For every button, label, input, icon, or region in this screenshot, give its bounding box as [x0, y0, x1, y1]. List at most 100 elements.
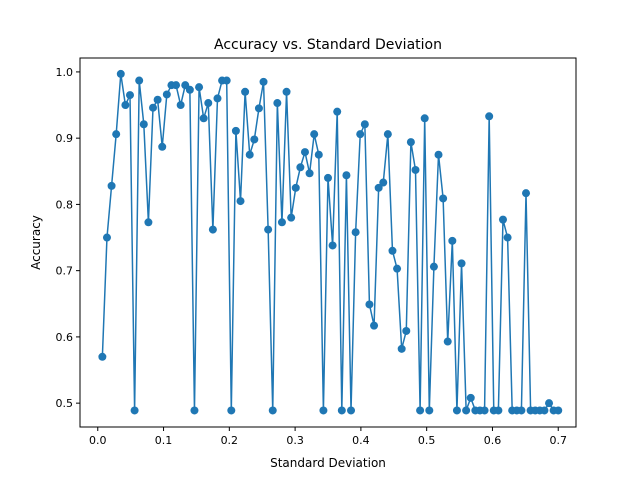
data-point [342, 171, 351, 180]
x-axis-label: Standard Deviation [270, 456, 386, 470]
data-point [195, 83, 204, 92]
data-point [397, 344, 406, 353]
data-point [434, 150, 443, 159]
data-point [416, 406, 425, 415]
x-tick-label: 0.6 [484, 434, 502, 447]
plot-area [98, 69, 563, 415]
y-tick-label: 1.0 [56, 66, 74, 79]
data-point [204, 99, 213, 108]
data-point [319, 406, 328, 415]
data-point [310, 130, 319, 139]
data-point [485, 112, 494, 121]
data-point [517, 406, 526, 415]
data-point [130, 406, 139, 415]
data-point [296, 163, 305, 172]
data-point [406, 138, 415, 147]
data-point [213, 94, 222, 103]
data-point [356, 130, 365, 139]
data-point [374, 183, 383, 192]
series-line [101, 73, 559, 412]
data-point [328, 241, 337, 250]
x-tick-label: 0.3 [286, 434, 304, 447]
data-point [494, 406, 503, 415]
data-point [135, 76, 144, 85]
data-point [370, 321, 379, 330]
data-point [429, 262, 438, 271]
data-point [144, 218, 153, 227]
data-point [443, 337, 452, 346]
data-point [149, 103, 158, 112]
data-point [545, 399, 554, 408]
data-point [116, 69, 125, 78]
data-point [347, 406, 356, 415]
data-point [227, 406, 236, 415]
data-point [379, 178, 388, 187]
data-point [457, 259, 466, 268]
data-point [388, 246, 397, 255]
data-point [291, 183, 300, 192]
data-point [125, 91, 134, 100]
data-point [273, 99, 282, 108]
data-point [112, 130, 121, 139]
data-point [245, 150, 254, 159]
data-point [393, 264, 402, 273]
data-point [287, 213, 296, 222]
data-point [172, 81, 181, 90]
data-point [402, 326, 411, 335]
data-point [383, 130, 392, 139]
x-tick-label: 0.5 [418, 434, 436, 447]
data-point [452, 406, 461, 415]
data-point [102, 233, 111, 242]
x-tick-label: 0.0 [89, 434, 107, 447]
data-point [540, 406, 549, 415]
data-point [121, 101, 130, 110]
data-point [277, 218, 286, 227]
data-point [259, 77, 268, 86]
data-point [282, 87, 291, 96]
y-axis: 0.5 0.6 0.7 0.8 0.9 1.0 [56, 66, 80, 410]
data-point [231, 126, 240, 135]
x-tick-label: 0.2 [221, 434, 239, 447]
data-point [337, 406, 346, 415]
data-point [425, 406, 434, 415]
x-tick-label: 0.1 [155, 434, 173, 447]
data-point [268, 406, 277, 415]
data-point [324, 173, 332, 182]
data-point [254, 104, 263, 113]
data-point [498, 215, 507, 224]
data-point [98, 352, 107, 361]
data-point [351, 228, 360, 237]
y-axis-label: Accuracy [29, 215, 43, 270]
y-tick-label: 0.9 [56, 132, 74, 145]
data-point [264, 225, 273, 234]
data-point [158, 142, 167, 151]
data-point [300, 148, 309, 157]
chart-title: Accuracy vs. Standard Deviation [214, 37, 442, 53]
data-point [333, 107, 342, 116]
data-point [199, 114, 208, 123]
y-tick-label: 0.8 [56, 198, 74, 211]
data-point [176, 101, 185, 110]
data-point [365, 300, 374, 309]
y-tick-label: 0.5 [56, 397, 74, 410]
data-point [222, 76, 231, 85]
data-point [208, 225, 217, 234]
data-point [314, 150, 323, 159]
data-point [503, 233, 512, 242]
data-point [305, 169, 314, 178]
data-point [448, 236, 457, 245]
y-tick-label: 0.6 [56, 331, 74, 344]
data-point [420, 114, 429, 123]
data-point [439, 194, 448, 203]
data-point [480, 406, 489, 415]
data-point [250, 135, 259, 144]
data-point [153, 95, 162, 104]
x-axis: 0.0 0.1 0.2 0.3 0.4 0.5 0.6 0.7 [89, 427, 567, 447]
data-point [462, 406, 471, 415]
data-point [522, 189, 531, 198]
data-point [236, 197, 245, 206]
data-point [360, 120, 369, 129]
data-point [107, 181, 116, 190]
y-tick-label: 0.7 [56, 265, 74, 278]
